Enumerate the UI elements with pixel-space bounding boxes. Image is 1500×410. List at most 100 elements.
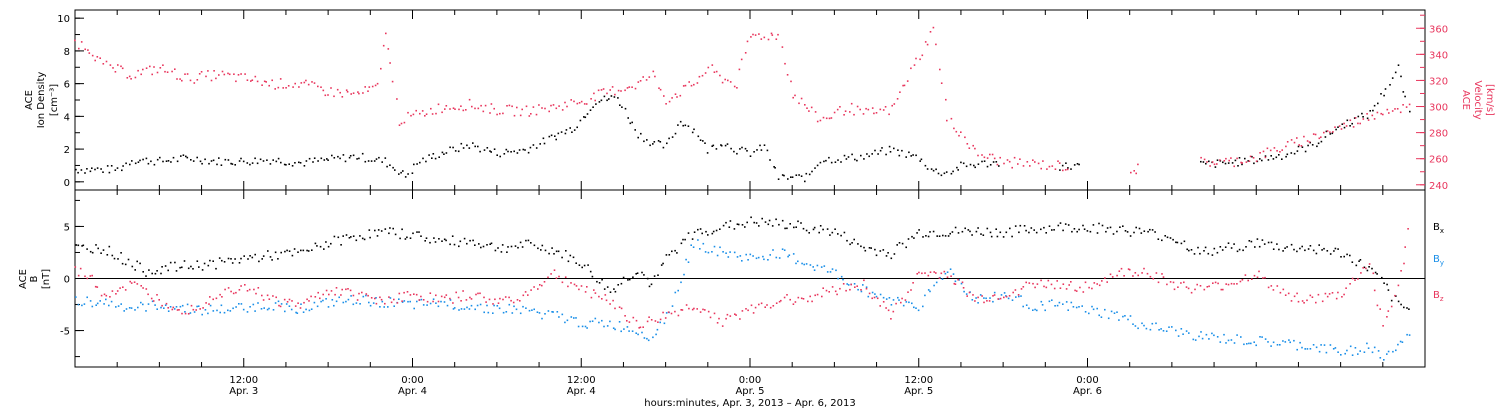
data-point xyxy=(130,282,133,284)
data-point xyxy=(972,144,974,147)
y-tick-label: 0 xyxy=(64,178,70,189)
data-point xyxy=(551,247,553,249)
data-point xyxy=(1211,254,1214,256)
data-point xyxy=(232,307,234,310)
data-point xyxy=(529,146,532,149)
data-point xyxy=(469,296,471,299)
data-point xyxy=(352,154,355,157)
data-point xyxy=(583,103,586,105)
data-point xyxy=(770,32,773,35)
data-point xyxy=(310,295,312,298)
data-point xyxy=(435,302,437,304)
data-point xyxy=(221,259,223,262)
data-point xyxy=(403,121,406,124)
data-point xyxy=(156,270,158,272)
data-point xyxy=(494,249,497,252)
data-point xyxy=(201,269,204,271)
data-point xyxy=(600,89,603,91)
data-point xyxy=(218,157,220,159)
data-point xyxy=(550,134,553,137)
data-point xyxy=(865,287,868,290)
data-point xyxy=(1408,334,1411,336)
data-point xyxy=(538,104,540,106)
data-point xyxy=(618,321,621,323)
data-point xyxy=(685,258,687,261)
data-point xyxy=(1312,249,1315,252)
data-point xyxy=(156,308,158,310)
data-point xyxy=(111,254,114,257)
data-point xyxy=(268,307,270,310)
data-point xyxy=(454,108,456,110)
data-point xyxy=(828,117,831,120)
data-point xyxy=(1127,268,1130,270)
data-point xyxy=(590,98,592,100)
data-point xyxy=(488,298,491,301)
data-point xyxy=(479,150,481,153)
data-point xyxy=(687,125,690,127)
data-point xyxy=(1362,116,1364,118)
data-point xyxy=(752,312,755,314)
data-point xyxy=(1172,238,1174,241)
data-point xyxy=(1217,282,1219,285)
data-point xyxy=(558,275,560,278)
data-point xyxy=(1032,159,1034,161)
data-point xyxy=(628,86,631,88)
data-point xyxy=(424,115,426,117)
data-point xyxy=(1234,159,1237,162)
data-point xyxy=(1321,249,1323,251)
data-point xyxy=(277,300,280,303)
data-point xyxy=(1045,286,1048,289)
data-point xyxy=(1147,230,1149,233)
data-point xyxy=(384,157,387,159)
data-point xyxy=(359,235,361,237)
data-point xyxy=(1056,304,1059,307)
data-point xyxy=(460,308,463,310)
data-point xyxy=(571,131,573,133)
data-point xyxy=(235,80,237,83)
data-point xyxy=(1390,305,1393,308)
data-point xyxy=(1357,278,1359,280)
data-point xyxy=(1233,342,1236,344)
data-point xyxy=(1270,285,1273,287)
data-point xyxy=(917,309,920,312)
data-point xyxy=(1071,230,1073,233)
data-point xyxy=(1353,117,1356,119)
data-point xyxy=(1337,248,1339,250)
data-point xyxy=(843,154,846,157)
data-point xyxy=(596,280,598,283)
data-point xyxy=(716,322,719,324)
data-point xyxy=(335,287,338,289)
data-point xyxy=(249,255,251,257)
data-point xyxy=(1157,281,1160,284)
data-point xyxy=(1084,281,1087,284)
data-point xyxy=(280,161,282,164)
data-point xyxy=(387,48,390,50)
data-point xyxy=(1151,322,1154,325)
data-point xyxy=(1003,292,1006,294)
data-point xyxy=(786,74,789,76)
data-point xyxy=(300,249,302,252)
data-point xyxy=(629,122,632,125)
data-point xyxy=(458,245,460,248)
data-point xyxy=(499,297,501,300)
data-point xyxy=(660,264,663,266)
data-point xyxy=(187,313,190,315)
data-point xyxy=(361,291,363,294)
data-point xyxy=(445,105,448,107)
data-point xyxy=(1286,141,1289,143)
data-point xyxy=(1106,281,1108,283)
data-point xyxy=(1011,299,1014,301)
data-point xyxy=(1238,248,1241,251)
data-point xyxy=(163,307,165,309)
data-point xyxy=(1075,306,1078,309)
data-point xyxy=(826,228,829,230)
data-point xyxy=(853,238,855,241)
data-point xyxy=(103,303,105,305)
data-point xyxy=(1259,152,1261,154)
data-point xyxy=(154,272,157,275)
data-point xyxy=(811,170,813,173)
data-point xyxy=(1028,282,1031,284)
data-point xyxy=(253,288,255,291)
data-point xyxy=(1216,163,1218,165)
data-point xyxy=(465,299,468,301)
